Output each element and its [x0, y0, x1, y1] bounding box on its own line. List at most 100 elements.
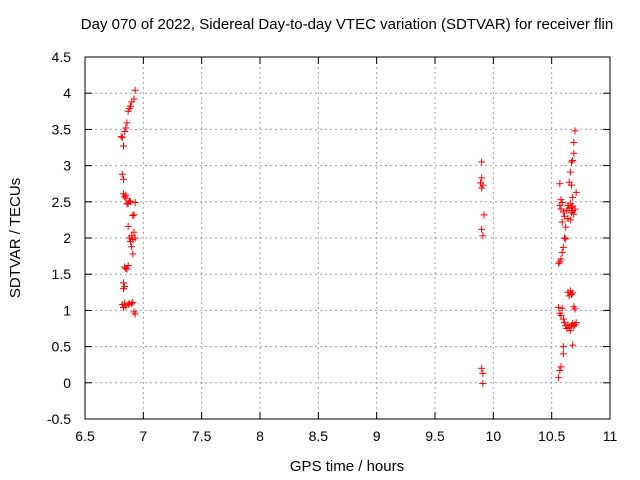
- data-point-plus-marker: [558, 304, 566, 312]
- data-point-plus-marker: [130, 228, 138, 236]
- data-point-plus-marker: [122, 124, 130, 132]
- data-point-plus-marker: [131, 234, 139, 242]
- y-tick-label: 3: [63, 158, 71, 174]
- data-point-plus-marker: [568, 158, 575, 166]
- data-point-plus-marker: [121, 128, 129, 136]
- x-tick-label: 7: [139, 428, 147, 444]
- y-tick-label: 4: [63, 85, 71, 101]
- data-point-plus-marker: [556, 180, 564, 188]
- data-point-plus-marker: [127, 198, 134, 206]
- data-point-plus-marker: [479, 232, 487, 240]
- data-point-plus-marker: [123, 119, 131, 127]
- data-point-plus-marker: [559, 350, 567, 358]
- data-point-plus-marker: [556, 201, 564, 209]
- data-point-plus-marker: [479, 181, 487, 189]
- data-point-plus-marker: [129, 250, 137, 258]
- data-point-plus-marker: [478, 184, 486, 192]
- data-point-plus-marker: [131, 310, 139, 318]
- y-tick-label: 4.5: [52, 49, 72, 65]
- data-point-plus-marker: [571, 305, 579, 313]
- x-axis-label: GPS time / hours: [290, 458, 404, 475]
- data-point-plus-marker: [572, 188, 580, 196]
- data-point-plus-marker: [566, 216, 574, 224]
- x-axis: 6.5 7 7.5 8 8.5 9 9.5 10 10.5 11: [75, 57, 617, 444]
- chart-title: Day 070 of 2022, Sidereal Day-to-day VTE…: [81, 16, 613, 33]
- data-point-plus-marker: [566, 327, 574, 335]
- data-point-plus-marker: [118, 133, 126, 141]
- data-point-plus-marker: [128, 243, 136, 251]
- y-axis-label: SDTVAR / TECUs: [7, 178, 24, 298]
- data-point-plus-marker: [128, 300, 136, 308]
- x-tick-label: 9: [373, 428, 381, 444]
- data-point-plus-marker: [129, 212, 137, 220]
- x-tick-label: 9.5: [425, 428, 445, 444]
- data-point-plus-marker: [566, 168, 574, 176]
- data-point-plus-marker: [129, 298, 137, 306]
- data-point-plus-marker: [559, 243, 567, 251]
- x-tick-label: 10: [486, 428, 502, 444]
- data-point-plus-marker: [131, 199, 139, 207]
- data-point-plus-marker: [569, 157, 577, 165]
- y-axis: -0.5 0 0.5 1 1.5 2 2.5 3 3.5 4 4.5: [47, 49, 610, 427]
- data-point-plus-marker: [569, 193, 577, 201]
- data-point-plus-marker: [569, 289, 577, 297]
- data-point-plus-marker: [121, 193, 129, 201]
- data-point-plus-marker: [556, 366, 564, 374]
- data-points: [117, 86, 580, 388]
- x-tick-label: 7.5: [192, 428, 212, 444]
- data-point-plus-marker: [556, 258, 564, 266]
- data-point-plus-marker: [559, 315, 567, 323]
- data-point-plus-marker: [557, 311, 565, 319]
- data-point-plus-marker: [120, 285, 127, 293]
- data-point-plus-marker: [564, 201, 572, 209]
- data-point-plus-marker: [572, 319, 580, 327]
- data-point-plus-marker: [569, 341, 577, 349]
- data-point-plus-marker: [557, 255, 565, 263]
- data-point-plus-marker: [125, 197, 133, 205]
- data-point-plus-marker: [124, 262, 132, 270]
- data-point-plus-marker: [570, 322, 578, 330]
- data-point-plus-marker: [478, 225, 486, 233]
- data-point-plus-marker: [571, 127, 579, 135]
- data-point-plus-marker: [555, 259, 563, 267]
- data-point-plus-marker: [569, 202, 577, 210]
- data-point-plus-marker: [557, 363, 565, 371]
- y-tick-label: -0.5: [47, 411, 71, 427]
- data-point-plus-marker: [122, 194, 130, 202]
- y-tick-label: 0: [63, 375, 71, 391]
- data-point-plus-marker: [120, 175, 127, 183]
- data-point-plus-marker: [127, 102, 134, 110]
- data-point-plus-marker: [561, 234, 568, 242]
- x-tick-label: 10.5: [538, 428, 565, 444]
- data-point-plus-marker: [124, 222, 132, 230]
- y-tick-label: 1: [63, 302, 71, 318]
- data-point-plus-marker: [568, 181, 575, 189]
- data-point-plus-marker: [562, 223, 570, 231]
- data-point-plus-marker: [478, 364, 486, 372]
- data-point-plus-marker: [555, 304, 563, 312]
- data-point-plus-marker: [568, 290, 575, 298]
- x-tick-label: 11: [603, 428, 618, 444]
- data-point-plus-marker: [117, 133, 125, 141]
- data-point-plus-marker: [480, 211, 488, 219]
- data-point-plus-marker: [479, 380, 487, 388]
- y-tick-label: 3.5: [52, 121, 72, 137]
- data-point-plus-marker: [131, 86, 139, 94]
- y-tick-label: 1.5: [52, 266, 72, 282]
- data-point-plus-marker: [564, 321, 572, 329]
- x-tick-label: 8.5: [309, 428, 329, 444]
- data-point-plus-marker: [120, 142, 127, 150]
- data-point-plus-marker: [130, 211, 138, 219]
- data-point-plus-marker: [562, 235, 570, 243]
- x-tick-label: 6.5: [75, 428, 95, 444]
- data-point-plus-marker: [478, 174, 486, 182]
- data-point-plus-marker: [123, 265, 131, 273]
- data-point-plus-marker: [118, 170, 126, 178]
- y-tick-label: 2.5: [52, 194, 72, 210]
- data-point-plus-marker: [124, 107, 132, 115]
- data-point-plus-marker: [557, 196, 565, 204]
- data-point-plus-marker: [558, 248, 566, 256]
- data-point-plus-marker: [130, 95, 138, 103]
- data-point-plus-marker: [124, 301, 132, 309]
